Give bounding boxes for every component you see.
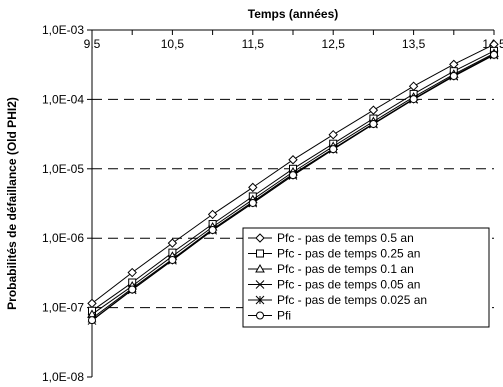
y-axis-title: Probabilités de défaillance (Old PHI2) [5,97,19,310]
data-point [248,198,257,207]
series-group [87,39,499,325]
data-point [368,105,379,115]
legend-item: Pfc - pas de temps 0.05 an [248,278,420,292]
data-point [288,155,298,165]
data-point [408,81,419,91]
legend: Pfc - pas de temps 0.5 an Pfc - pas de te… [242,227,490,328]
data-point [128,285,137,294]
y-tick-label: 1,0E-03 [42,23,84,37]
data-point [168,256,177,265]
x-tick-label: 12,5 [322,37,346,51]
x-tick-label: 13,5 [402,37,426,51]
series-6 [88,50,498,325]
legend-label: Pfc - pas de temps 0.25 an [277,247,420,261]
legend-marker [255,295,265,305]
x-tick-label: 11,5 [242,37,265,51]
data-point [167,238,178,248]
legend-marker [255,233,265,243]
data-point [449,59,459,70]
legend-label: Pfc - pas de temps 0.025 an [277,293,427,307]
legend-item: Pfc - pas de temps 0.25 an [248,247,420,261]
data-point [329,145,338,154]
legend-label: Pfi [277,309,291,323]
legend-item: Pfc - pas de temps 0.5 an [248,231,414,245]
y-tick-label: 1,0E-07 [42,301,84,315]
data-point [88,316,96,325]
legend-label: Pfc - pas de temps 0.05 an [277,278,420,292]
legend-box [242,227,490,328]
y-tick-label: 1,0E-05 [42,162,84,176]
data-point [127,267,137,278]
legend-marker [256,311,264,320]
y-ticks: 1,0E-03 1,0E-04 1,0E-05 1,0E-06 1,0E-07 1,0E-… [42,23,92,384]
legend-item: Pfi [248,309,291,323]
data-point [409,95,418,104]
legend-marker [255,263,265,273]
y-tick-label: 1,0E-04 [42,92,84,106]
data-point [328,129,338,140]
data-point [369,120,378,129]
legend-item: Pfc - pas de temps 0.025 an [248,293,427,307]
legend-item: Pfc - pas de temps 0.1 an [248,262,414,276]
series-1 [87,39,499,309]
legend-label: Pfc - pas de temps 0.1 an [277,262,414,276]
x-ticks: 9,510,511,512,513,514,5 [84,30,503,51]
y-tick-label: 1,0E-06 [42,231,84,245]
data-point [490,50,498,59]
legend-label: Pfc - pas de temps 0.5 an [277,231,414,245]
data-point [87,298,97,309]
data-point [207,209,218,220]
legend-marker [256,249,264,258]
x-tick-label: 10,5 [161,37,185,51]
data-point [208,226,217,235]
x-tick-label: 9,5 [84,37,101,51]
x-axis-title: Temps (années) [248,7,338,21]
legend-marker [255,280,265,289]
data-point [449,72,458,81]
y-tick-label: 1,0E-08 [42,370,84,384]
data-point [289,171,297,180]
data-point [248,182,258,193]
